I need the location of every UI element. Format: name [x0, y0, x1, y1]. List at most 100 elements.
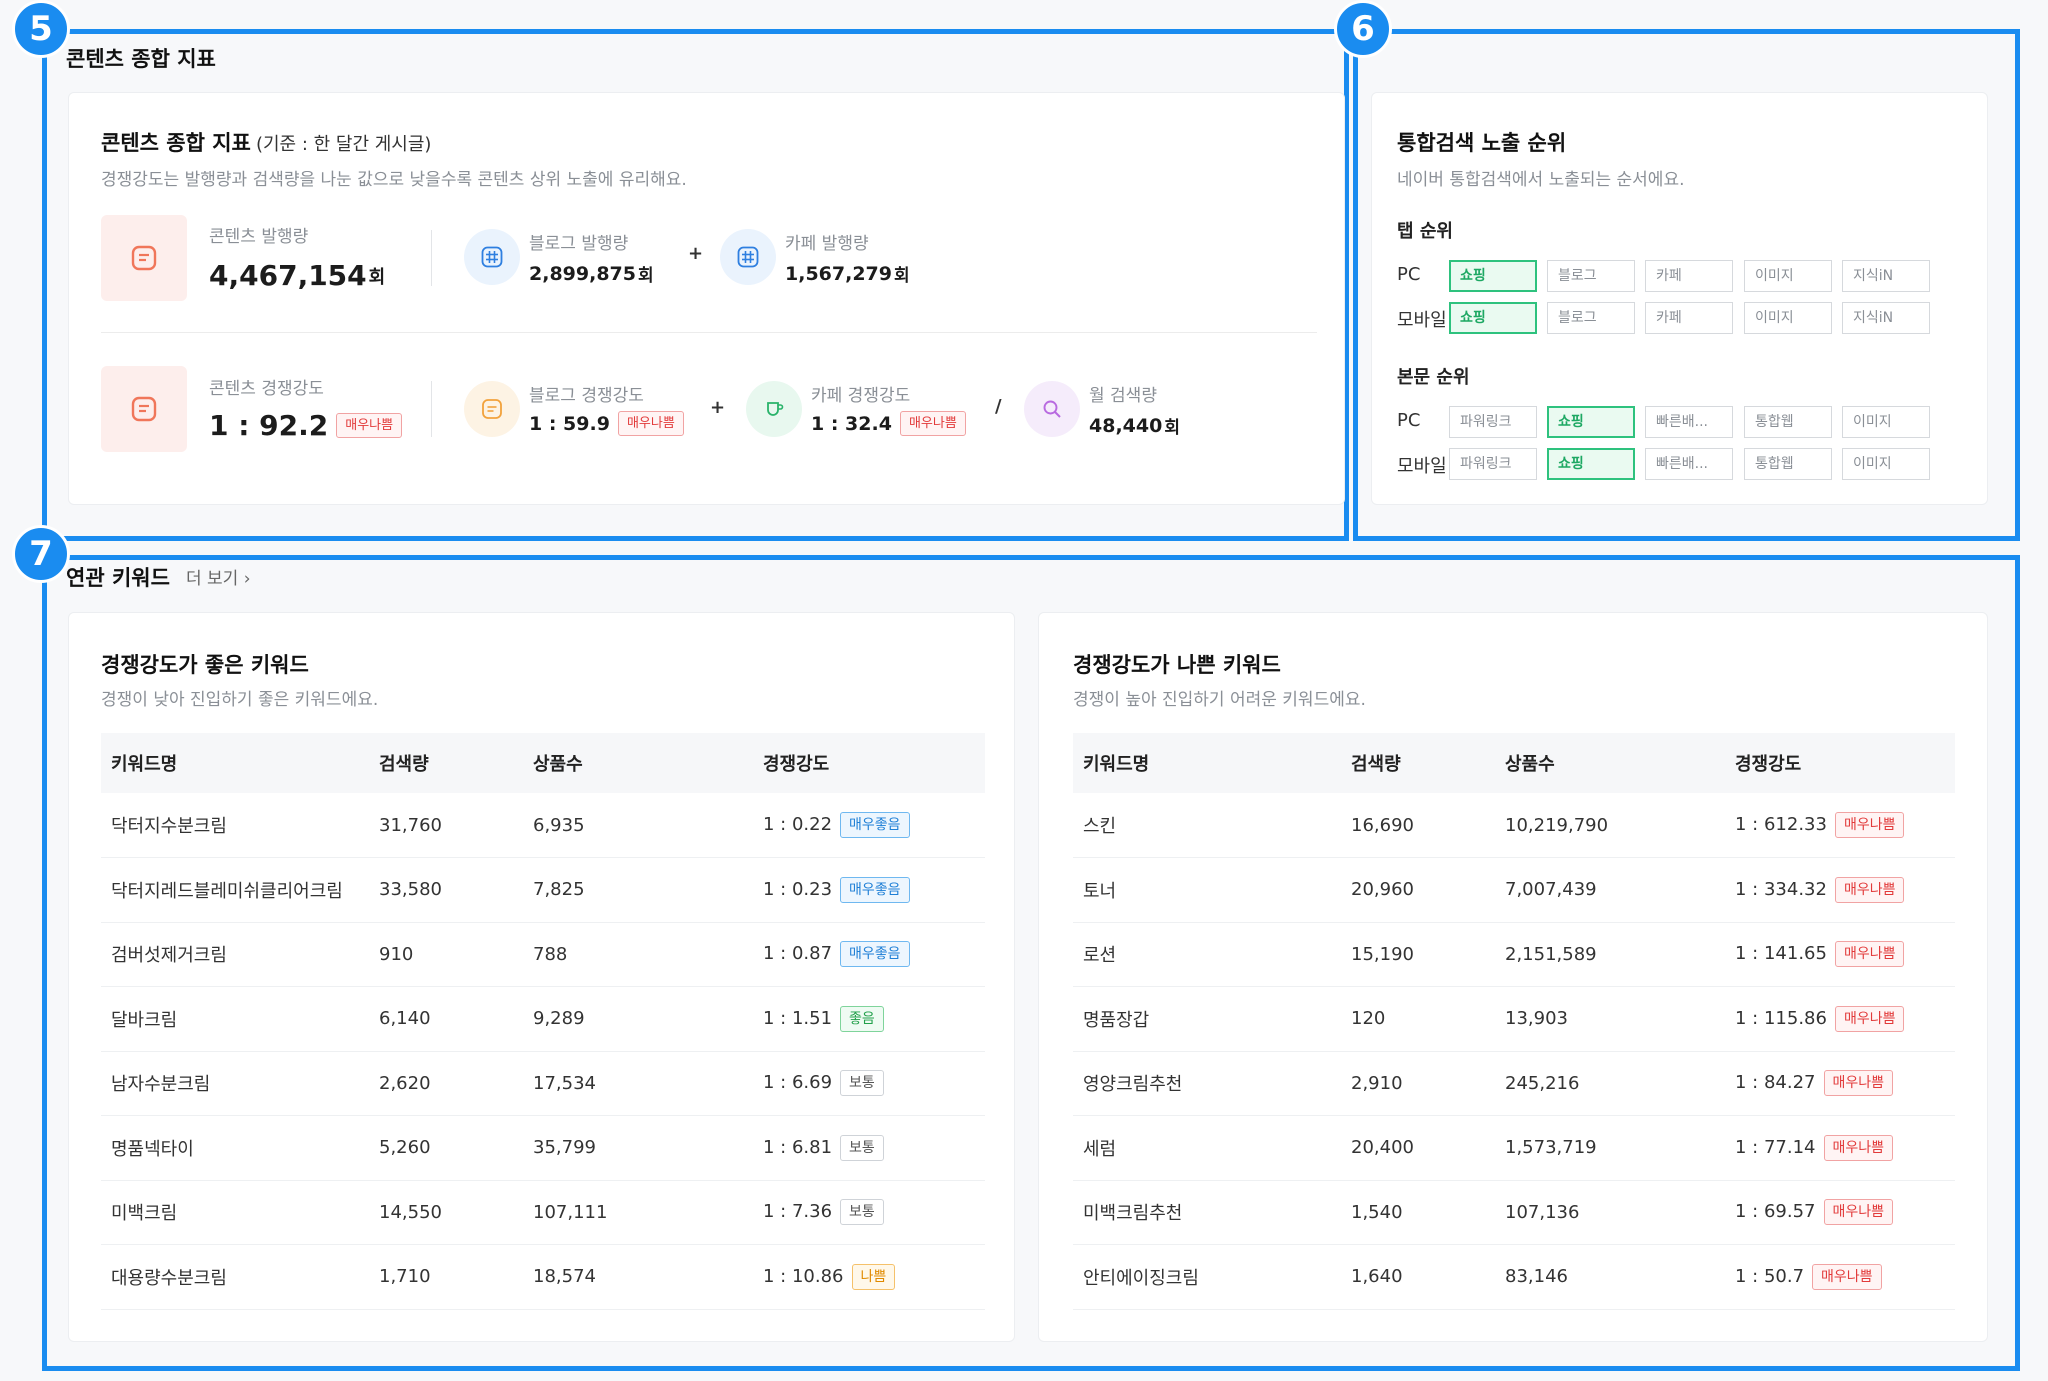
- competition-tag: 매우나쁨: [1834, 812, 1905, 838]
- products-cell: 107,136: [1495, 1180, 1725, 1245]
- competition-ratio: 1 : 50.7: [1735, 1265, 1805, 1287]
- table-row[interactable]: 영양크림추천 2,910 245,216 1 : 84.27 매우나쁨: [1073, 1051, 1955, 1116]
- competition-cell: 1 : 115.86 매우나쁨: [1725, 986, 1955, 1052]
- table-row[interactable]: 스킨 16,690 10,219,790 1 : 612.33 매우나쁨: [1073, 793, 1955, 858]
- col-competition: 경쟁강도: [753, 733, 985, 793]
- device-label: 모바일: [1397, 456, 1447, 477]
- competition-ratio: 1 : 115.86: [1735, 1007, 1827, 1029]
- rank-chip: 통합웹: [1744, 448, 1832, 480]
- search-cell: 5,260: [369, 1115, 523, 1181]
- competition-ratio: 1 : 6.69: [763, 1072, 833, 1094]
- products-cell: 1,573,719: [1495, 1115, 1725, 1181]
- competition-ratio: 1 : 1.51: [763, 1007, 833, 1029]
- body-rank-label: 본문 순위: [1397, 367, 1470, 388]
- bad-keywords-table: 키워드명 검색량 상품수 경쟁강도 스킨 16,690 10,219,790 1 : …: [1073, 733, 1955, 1310]
- products-cell: 18,574: [523, 1244, 753, 1310]
- table-row[interactable]: 안티에이징크림 1,640 83,146 1 : 50.7 매우나쁨: [1073, 1244, 1955, 1310]
- col-search: 검색량: [369, 733, 523, 793]
- more-link[interactable]: 더 보기 ›: [186, 569, 251, 589]
- table-row[interactable]: 미백크림추천 1,540 107,136 1 : 69.57 매우나쁨: [1073, 1180, 1955, 1245]
- competition-ratio: 1 : 0.87: [763, 943, 833, 965]
- table-row[interactable]: 남자수분크림 2,620 17,534 1 : 6.69 보통: [101, 1051, 985, 1116]
- table-row[interactable]: 로션 15,190 2,151,589 1 : 141.65 매우나쁨: [1073, 922, 1955, 987]
- competition-cell: 1 : 334.32 매우나쁨: [1725, 857, 1955, 923]
- search-cell: 15,190: [1341, 922, 1495, 987]
- search-cell: 20,400: [1341, 1115, 1495, 1181]
- keyword-cell: 남자수분크림: [101, 1051, 369, 1116]
- cafe-publish-hash-icon: [720, 229, 776, 285]
- blog-competition-label: 블로그 경쟁강도: [529, 386, 644, 406]
- step-badge-5: 5: [12, 0, 70, 58]
- competition-cell: 1 : 0.23 매우좋음: [753, 857, 985, 923]
- content-publish-label: 콘텐츠 발행량: [209, 227, 309, 247]
- rank-chip: 지식iN: [1842, 260, 1930, 292]
- competition-tag: 좋음: [840, 1005, 884, 1032]
- search-cell: 2,620: [369, 1051, 523, 1116]
- competition-tag: 매우나쁨: [1823, 1134, 1894, 1161]
- table-row[interactable]: 미백크림 14,550 107,111 1 : 7.36 보통: [101, 1180, 985, 1245]
- competition-ratio: 1 : 6.81: [763, 1136, 833, 1158]
- keyword-cell: 안티에이징크림: [1073, 1244, 1341, 1310]
- competition-tag: 매우나쁨: [1834, 876, 1905, 903]
- divider: [431, 381, 432, 437]
- blog-publish-label: 블로그 발행량: [529, 234, 629, 254]
- content-publish-icon: [101, 215, 187, 301]
- monthly-search-label: 월 검색량: [1089, 386, 1157, 406]
- competition-cell: 1 : 84.27 매우나쁨: [1725, 1051, 1955, 1116]
- rank-chip: 지식iN: [1842, 302, 1930, 334]
- rank-chip: 카페: [1645, 302, 1733, 334]
- cafe-publish-value: 1,567,279 회: [785, 262, 910, 287]
- products-cell: 7,825: [523, 857, 753, 923]
- table-row[interactable]: 닥터지레드블레미쉬클리어크림 33,580 7,825 1 : 0.23 매우좋음: [101, 857, 985, 923]
- content-metrics-title: 콘텐츠 종합 지표 (기준 : 한 달간 게시글): [101, 131, 432, 155]
- competition-tag: 나쁨: [851, 1263, 896, 1290]
- table-row[interactable]: 달바크림 6,140 9,289 1 : 1.51 좋음: [101, 986, 985, 1052]
- search-cell: 910: [369, 922, 523, 987]
- bad-keywords-desc: 경쟁이 높아 진입하기 어려운 키워드에요.: [1073, 690, 1366, 710]
- plus-operator: +: [688, 243, 704, 264]
- table-row[interactable]: 명품장갑 120 13,903 1 : 115.86 매우나쁨: [1073, 986, 1955, 1052]
- content-competition-value: 1 : 92.2 매우나쁨: [209, 409, 403, 442]
- search-cell: 1,710: [369, 1244, 523, 1310]
- rank-chip: 쇼핑: [1449, 302, 1537, 334]
- bad-keywords-title: 경쟁강도가 나쁜 키워드: [1073, 653, 1281, 677]
- blog-publish-value: 2,899,875 회: [529, 262, 654, 287]
- col-products: 상품수: [523, 733, 753, 793]
- products-cell: 10,219,790: [1495, 793, 1725, 858]
- content-competition-label: 콘텐츠 경쟁강도: [209, 379, 324, 399]
- competition-cell: 1 : 6.69 보통: [753, 1051, 985, 1116]
- good-keywords-desc: 경쟁이 낮아 진입하기 좋은 키워드에요.: [101, 690, 379, 710]
- rank-chip: 쇼핑: [1449, 260, 1537, 292]
- rank-chip: 블로그: [1547, 260, 1635, 292]
- table-row[interactable]: 토너 20,960 7,007,439 1 : 334.32 매우나쁨: [1073, 857, 1955, 923]
- divider: [431, 230, 432, 286]
- products-cell: 83,146: [1495, 1244, 1725, 1310]
- device-label: 모바일: [1397, 310, 1447, 331]
- keyword-cell: 스킨: [1073, 793, 1341, 858]
- competition-cell: 1 : 141.65 매우나쁨: [1725, 922, 1955, 987]
- products-cell: 17,534: [523, 1051, 753, 1116]
- col-keyword: 키워드명: [1073, 733, 1341, 793]
- rank-chip: 블로그: [1547, 302, 1635, 334]
- table-row[interactable]: 세럼 20,400 1,573,719 1 : 77.14 매우나쁨: [1073, 1115, 1955, 1181]
- products-cell: 2,151,589: [1495, 922, 1725, 987]
- table-row[interactable]: 검버섯제거크림 910 788 1 : 0.87 매우좋음: [101, 922, 985, 987]
- row-divider: [101, 332, 1317, 333]
- search-cell: 2,910: [1341, 1051, 1495, 1116]
- table-row[interactable]: 대용량수분크림 1,710 18,574 1 : 10.86 나쁨: [101, 1244, 985, 1310]
- table-row[interactable]: 명품넥타이 5,260 35,799 1 : 6.81 보통: [101, 1115, 985, 1181]
- blog-publish-hash-icon: [464, 229, 520, 285]
- rank-chip: 쇼핑: [1547, 448, 1635, 480]
- rank-chip: 이미지: [1744, 260, 1832, 292]
- competition-cell: 1 : 10.86 나쁨: [753, 1244, 985, 1310]
- table-row[interactable]: 닥터지수분크림 31,760 6,935 1 : 0.22 매우좋음: [101, 793, 985, 858]
- content-publish-value: 4,467,154 회: [209, 259, 386, 292]
- products-cell: 35,799: [523, 1115, 753, 1181]
- search-cell: 1,640: [1341, 1244, 1495, 1310]
- products-cell: 245,216: [1495, 1051, 1725, 1116]
- search-exposure-title: 통합검색 노출 순위: [1397, 131, 1567, 155]
- keyword-cell: 영양크림추천: [1073, 1051, 1341, 1116]
- section7-title: 연관 키워드: [66, 566, 170, 590]
- blog-competition-tag: 매우나쁨: [617, 411, 684, 436]
- keyword-cell: 닥터지수분크림: [101, 793, 369, 858]
